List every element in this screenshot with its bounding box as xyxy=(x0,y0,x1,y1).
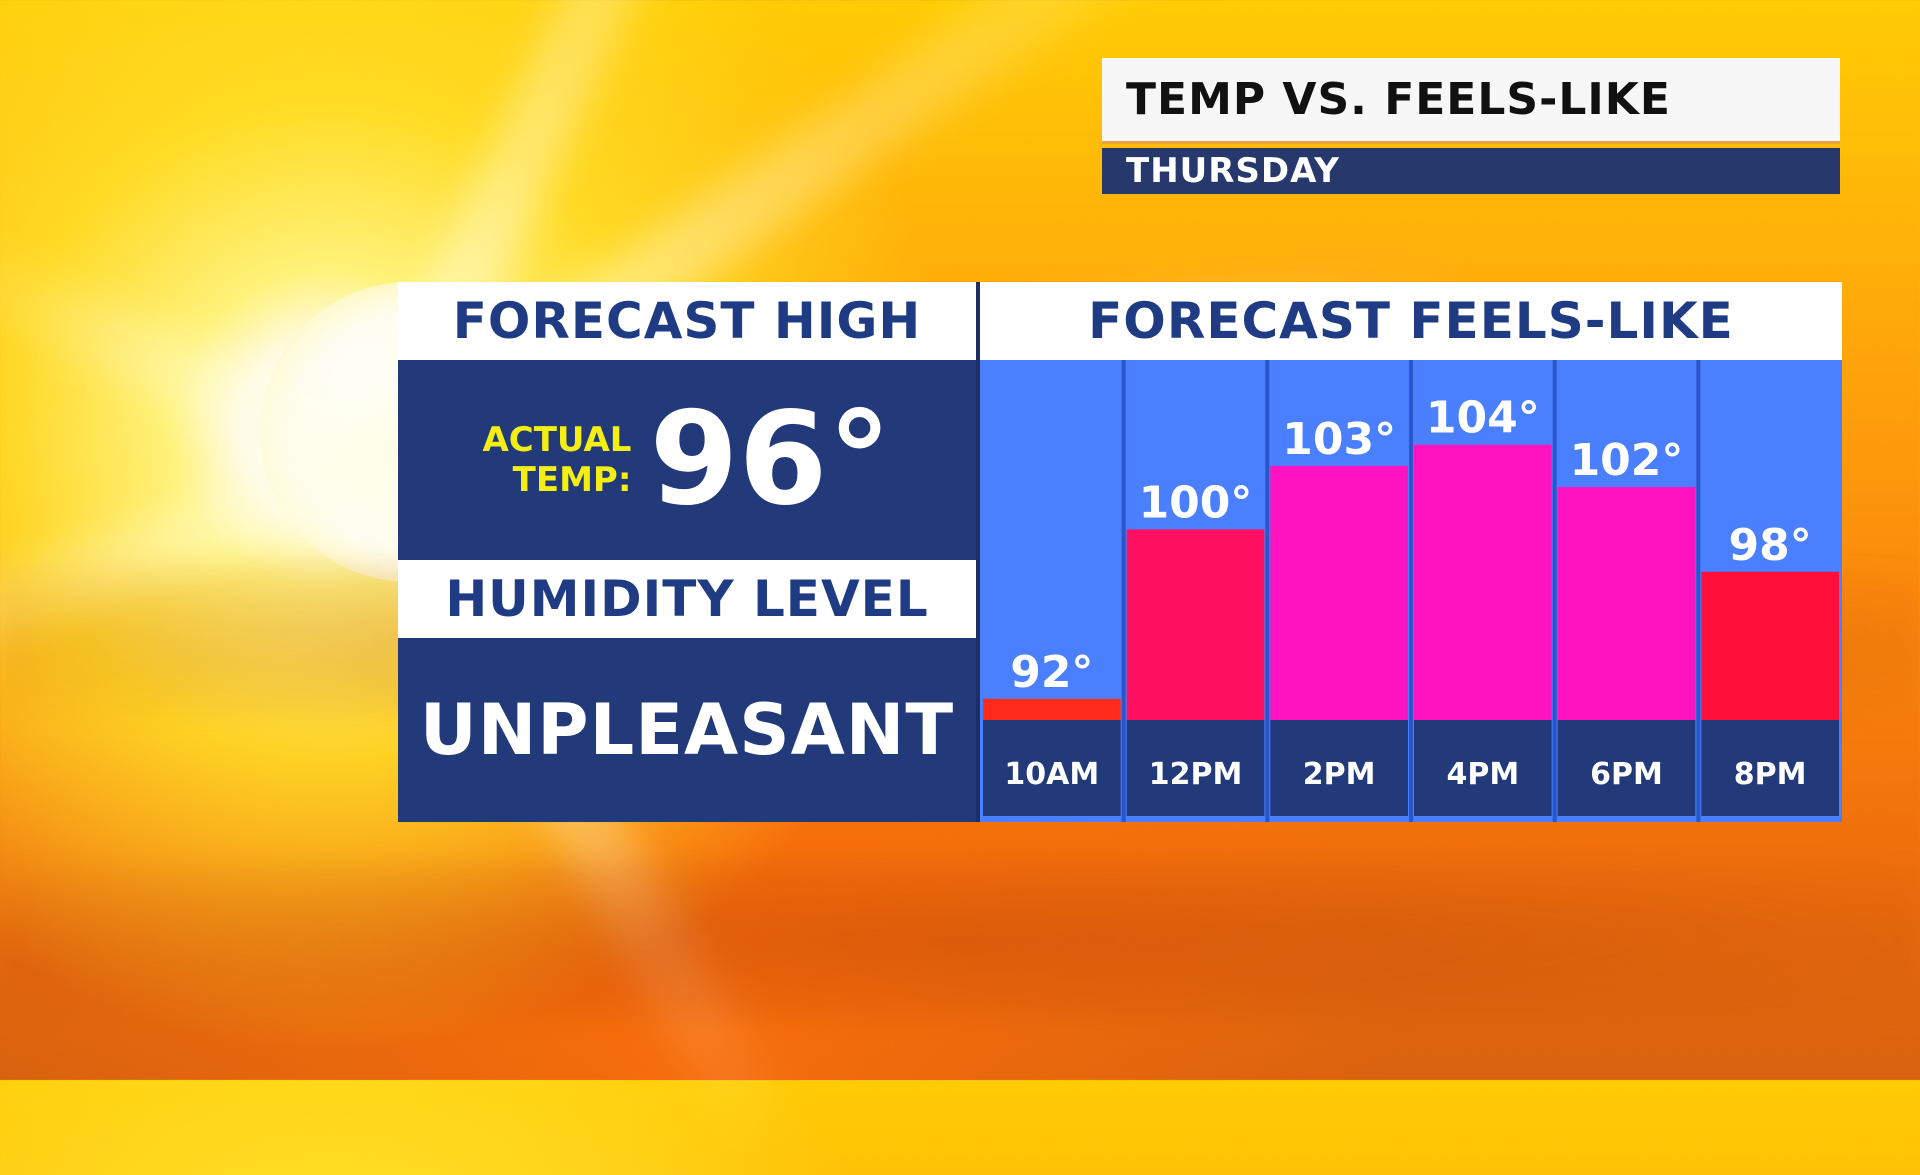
bar-value-label: 100° xyxy=(1139,477,1253,528)
column-separator xyxy=(1122,360,1126,822)
bar-12pm xyxy=(1127,529,1265,720)
bar-chart-svg: 92° 10AM 100° 12PM 103° 2PM 104° 4PM 102° 6PM 98° 8… xyxy=(980,360,1842,822)
forecast-high-header: FORECAST HIGH xyxy=(398,282,976,360)
x-tick-label: 4PM xyxy=(1446,757,1519,792)
chart-title: FORECAST FEELS-LIKE xyxy=(1088,292,1734,350)
x-tick-label: 8PM xyxy=(1734,757,1807,792)
bar-value-label: 103° xyxy=(1282,414,1396,465)
bar-value-label: 92° xyxy=(1010,647,1093,698)
x-tick-label: 10AM xyxy=(1004,757,1099,792)
bar-4pm xyxy=(1414,445,1552,720)
cloud-band xyxy=(0,860,1920,1020)
actual-temp-label: ACTUAL TEMP: xyxy=(482,420,631,500)
x-tick-label: 12PM xyxy=(1149,757,1243,792)
humidity-value-block: UNPLEASANT xyxy=(398,638,976,822)
bar-value-label: 104° xyxy=(1426,393,1540,444)
forecast-high-heading: FORECAST HIGH xyxy=(453,292,922,350)
bar-value-label: 98° xyxy=(1729,520,1812,571)
bar-6pm xyxy=(1558,487,1696,720)
humidity-heading: HUMIDITY LEVEL xyxy=(445,570,928,628)
humidity-header: HUMIDITY LEVEL xyxy=(398,560,976,638)
actual-temp-block: ACTUAL TEMP: 96° xyxy=(398,360,976,560)
actual-temp-value: 96° xyxy=(649,396,891,524)
column-separator xyxy=(1265,360,1269,822)
title-bar: TEMP VS. FEELS-LIKE xyxy=(1102,58,1840,144)
column-separator xyxy=(1409,360,1413,822)
bar-10am xyxy=(983,699,1121,720)
subtitle-bar: THURSDAY xyxy=(1102,148,1840,194)
bar-8pm xyxy=(1701,572,1839,720)
forecast-panel: FORECAST HIGH FORECAST FEELS-LIKE ACTUAL… xyxy=(398,282,1842,822)
x-tick-label: 6PM xyxy=(1590,757,1663,792)
feels-like-chart: 92° 10AM 100° 12PM 103° 2PM 104° 4PM 102° 6PM 98° 8… xyxy=(980,360,1842,822)
actual-label-line2: TEMP: xyxy=(482,460,631,500)
day-label: THURSDAY xyxy=(1126,151,1340,191)
column-separator xyxy=(1553,360,1557,822)
bar-value-label: 102° xyxy=(1570,435,1684,486)
page-title: TEMP VS. FEELS-LIKE xyxy=(1126,74,1671,125)
bar-2pm xyxy=(1270,466,1408,720)
humidity-value: UNPLEASANT xyxy=(420,689,954,771)
column-separator xyxy=(1696,360,1700,822)
feels-like-header: FORECAST FEELS-LIKE xyxy=(980,282,1842,360)
actual-label-line1: ACTUAL xyxy=(482,420,631,460)
x-tick-label: 2PM xyxy=(1303,757,1376,792)
